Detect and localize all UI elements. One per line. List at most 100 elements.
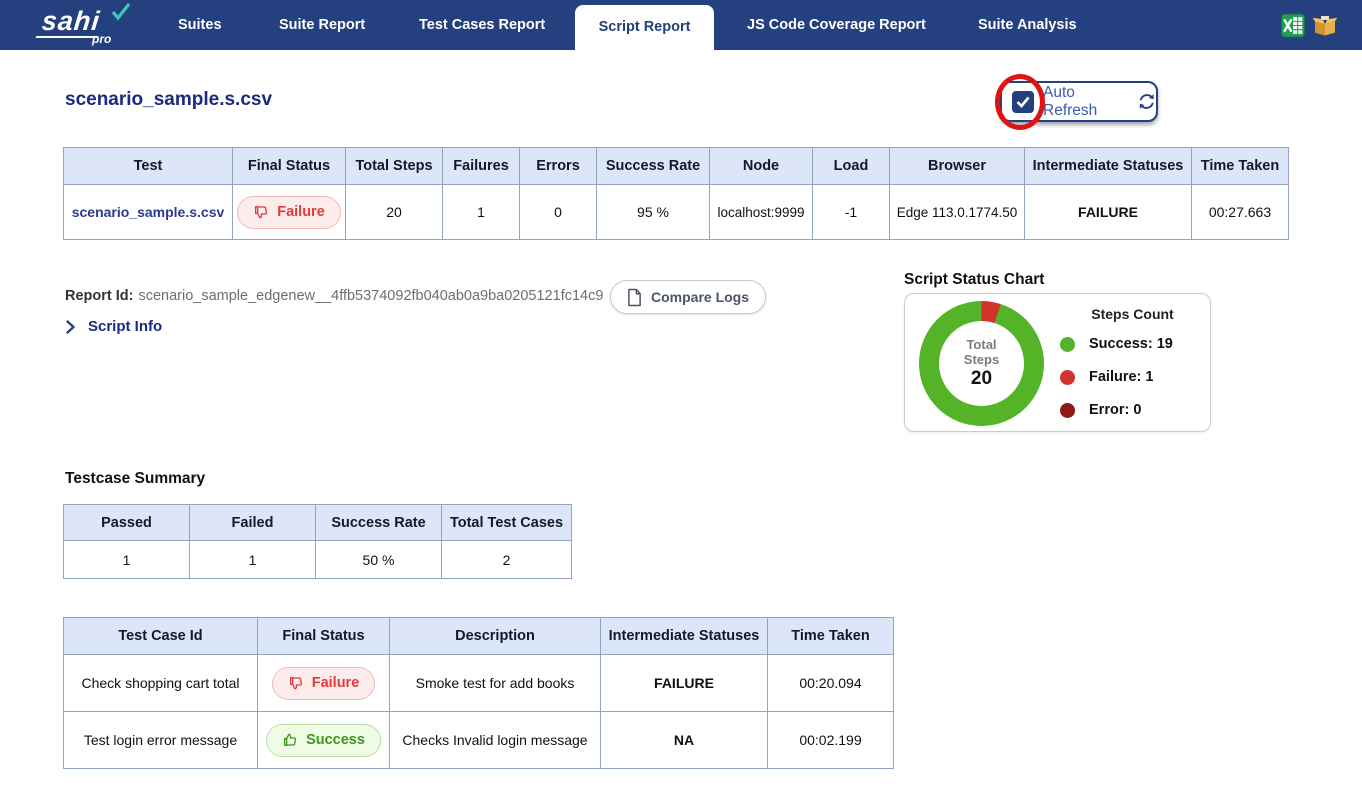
failure-dot-icon — [1060, 370, 1075, 385]
success-rate-value: 95 % — [597, 185, 710, 240]
time-taken-value: 00:02.199 — [768, 712, 894, 769]
thumbs-down-icon — [253, 204, 269, 220]
donut-center: Total Steps 20 — [939, 321, 1024, 406]
col-intermediate-statuses: Intermediate Statuses — [601, 618, 768, 655]
script-info-toggle[interactable]: Script Info — [65, 318, 162, 335]
donut-chart[interactable]: Total Steps 20 — [919, 301, 1044, 426]
table-row: 1 1 50 % 2 — [64, 541, 572, 579]
excel-export-icon[interactable] — [1280, 13, 1306, 38]
intermediate-status-value: NA — [601, 712, 768, 769]
test-cases-table: Test Case Id Final Status Description In… — [63, 617, 894, 769]
test-case-description: Smoke test for add books — [390, 655, 601, 712]
script-link[interactable]: scenario_sample.s.csv — [72, 204, 225, 220]
table-header-row: Passed Failed Success Rate Total Test Ca… — [64, 505, 572, 541]
test-case-id: Check shopping cart total — [64, 655, 258, 712]
report-id-label: Report Id: — [65, 288, 133, 304]
thumbs-up-icon — [282, 732, 298, 748]
document-icon — [627, 288, 642, 307]
col-errors: Errors — [520, 148, 597, 185]
table-row: Test login error message Success Checks … — [64, 712, 894, 769]
col-failed: Failed — [190, 505, 316, 541]
checkmark-icon — [1016, 96, 1030, 108]
intermediate-status-value: FAILURE — [1025, 185, 1192, 240]
report-id: Report Id: scenario_sample_edgenew__4ffb5… — [65, 288, 603, 304]
compare-logs-button[interactable]: Compare Logs — [610, 280, 766, 314]
col-browser: Browser — [890, 148, 1025, 185]
col-time-taken: Time Taken — [768, 618, 894, 655]
testcase-summary-table: Passed Failed Success Rate Total Test Ca… — [63, 504, 572, 579]
col-node: Node — [710, 148, 813, 185]
script-report-page: sahi pro Suites Suite Report Test Cases … — [0, 0, 1362, 793]
success-rate-value: 50 % — [316, 541, 442, 579]
auto-refresh-button[interactable]: Auto Refresh — [1000, 81, 1158, 122]
failures-value: 1 — [443, 185, 520, 240]
nav-item-suite-analysis[interactable]: Suite Analysis — [978, 0, 1077, 50]
legend-title: Steps Count — [1060, 306, 1205, 322]
total-test-cases-value: 2 — [442, 541, 572, 579]
node-value: localhost:9999 — [710, 185, 813, 240]
total-steps-value: 20 — [346, 185, 443, 240]
col-test: Test — [64, 148, 233, 185]
col-total-steps: Total Steps — [346, 148, 443, 185]
auto-refresh-label: Auto Refresh — [1043, 84, 1127, 120]
col-failures: Failures — [443, 148, 520, 185]
nav-tab-script-report-active[interactable]: Script Report — [575, 5, 714, 50]
browser-value: Edge 113.0.1774.50 — [890, 185, 1025, 240]
logo-checkmark-icon — [110, 2, 132, 22]
col-test-case-id: Test Case Id — [64, 618, 258, 655]
table-header-row: Test Final Status Total Steps Failures E… — [64, 148, 1289, 185]
col-total-test-cases: Total Test Cases — [442, 505, 572, 541]
time-taken-value: 00:27.663 — [1192, 185, 1289, 240]
load-value: -1 — [813, 185, 890, 240]
legend-item-error: Error: 0 — [1060, 402, 1205, 418]
legend-item-failure: Failure: 1 — [1060, 369, 1205, 385]
logo-underline — [35, 36, 98, 38]
refresh-icon — [1137, 91, 1156, 112]
auto-refresh-checkbox[interactable] — [1012, 91, 1034, 113]
script-info-label: Script Info — [88, 318, 162, 335]
legend-item-success: Success: 19 — [1060, 336, 1205, 352]
col-load: Load — [813, 148, 890, 185]
success-status-badge[interactable]: Success — [266, 724, 381, 757]
intermediate-status-value: FAILURE — [601, 655, 768, 712]
nav-item-suites[interactable]: Suites — [178, 0, 222, 50]
col-success-rate: Success Rate — [316, 505, 442, 541]
sahi-pro-logo[interactable]: sahi pro — [30, 4, 150, 48]
page-title: scenario_sample.s.csv — [65, 89, 272, 111]
table-row: Check shopping cart total Failure Smoke … — [64, 655, 894, 712]
chart-title: Script Status Chart — [904, 271, 1044, 289]
failure-status-badge[interactable]: Failure — [237, 196, 341, 229]
table-row: scenario_sample.s.csv Failure 20 1 0 95 … — [64, 185, 1289, 240]
logo-sub-text: pro — [92, 32, 111, 46]
success-dot-icon — [1060, 337, 1075, 352]
col-time-taken: Time Taken — [1192, 148, 1289, 185]
nav-item-test-cases-report[interactable]: Test Cases Report — [419, 0, 545, 50]
chart-legend: Steps Count Success: 19 Failure: 1 Error… — [1060, 306, 1205, 435]
col-final-status: Final Status — [258, 618, 390, 655]
donut-center-value: 20 — [971, 368, 992, 390]
test-case-id: Test login error message — [64, 712, 258, 769]
nav-item-js-code-coverage-report[interactable]: JS Code Coverage Report — [747, 0, 926, 50]
table-header-row: Test Case Id Final Status Description In… — [64, 618, 894, 655]
col-success-rate: Success Rate — [597, 148, 710, 185]
error-dot-icon — [1060, 403, 1075, 418]
failure-status-badge[interactable]: Failure — [272, 667, 376, 700]
thumbs-down-icon — [288, 675, 304, 691]
test-case-description: Checks Invalid login message — [390, 712, 601, 769]
report-id-value: scenario_sample_edgenew__4ffb5374092fb04… — [138, 288, 603, 304]
script-status-chart-card: Total Steps 20 Steps Count Success: 19 F… — [904, 293, 1211, 432]
errors-value: 0 — [520, 185, 597, 240]
col-passed: Passed — [64, 505, 190, 541]
archive-box-icon[interactable] — [1312, 13, 1338, 38]
passed-value: 1 — [64, 541, 190, 579]
col-intermediate-statuses: Intermediate Statuses — [1025, 148, 1192, 185]
compare-logs-label: Compare Logs — [651, 289, 749, 305]
col-description: Description — [390, 618, 601, 655]
donut-center-label: Total Steps — [964, 337, 999, 367]
chevron-right-icon — [65, 319, 76, 335]
navbar: sahi pro Suites Suite Report Test Cases … — [0, 0, 1362, 50]
failed-value: 1 — [190, 541, 316, 579]
nav-item-suite-report[interactable]: Suite Report — [279, 0, 365, 50]
time-taken-value: 00:20.094 — [768, 655, 894, 712]
testcase-summary-heading: Testcase Summary — [65, 470, 205, 488]
